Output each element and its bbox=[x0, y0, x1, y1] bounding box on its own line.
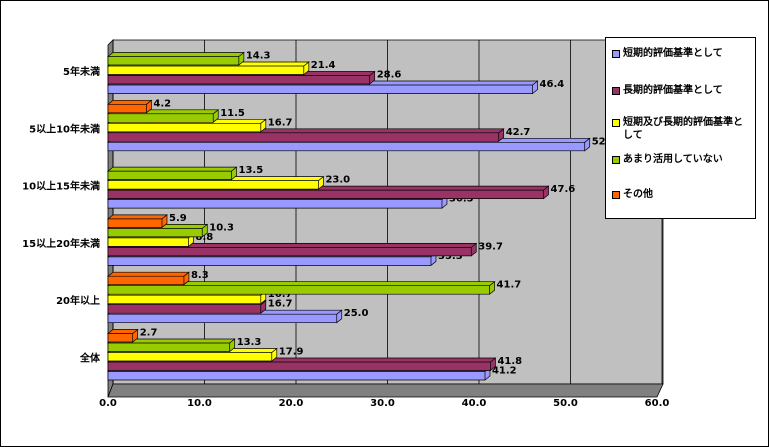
value-label: 8.8 bbox=[196, 232, 214, 243]
legend-item: 長期的評価基準として bbox=[612, 84, 752, 97]
value-label: 14.3 bbox=[246, 51, 271, 62]
x-tick-label: 10.0 bbox=[187, 398, 212, 409]
value-label: 17.9 bbox=[279, 347, 304, 358]
value-label: 52.1 bbox=[592, 136, 617, 147]
value-label: 11.5 bbox=[220, 108, 245, 119]
legend-item: あまり活用していない bbox=[612, 153, 752, 166]
x-tick-label: 20.0 bbox=[279, 398, 304, 409]
legend-swatch bbox=[612, 156, 620, 164]
value-label: 36.5 bbox=[449, 194, 474, 205]
value-label: 46.4 bbox=[540, 79, 565, 90]
legend-swatch bbox=[612, 50, 620, 58]
legend-label: 長期的評価基準として bbox=[623, 85, 723, 96]
value-label: 5.9 bbox=[169, 213, 187, 224]
value-label: 16.7 bbox=[268, 299, 293, 310]
value-label: 35.3 bbox=[438, 251, 463, 262]
x-tick-label: 60.0 bbox=[645, 398, 670, 409]
value-label: 41.7 bbox=[497, 280, 522, 291]
y-tick-label: 15以上20年未満 bbox=[22, 237, 100, 250]
legend-label: 短期的評価基準として bbox=[623, 48, 723, 59]
value-label: 4.2 bbox=[153, 98, 171, 109]
legend-swatch bbox=[612, 191, 620, 199]
value-label: 41.2 bbox=[492, 366, 517, 377]
y-tick-label: 10以上15年未満 bbox=[22, 180, 100, 193]
x-tick-label: 40.0 bbox=[462, 398, 487, 409]
legend-item: その他 bbox=[612, 188, 752, 201]
x-tick-label: 50.0 bbox=[553, 398, 578, 409]
bar bbox=[107, 328, 139, 343]
value-label: 28.6 bbox=[377, 70, 402, 81]
value-label: 8.3 bbox=[191, 270, 209, 281]
value-label: 47.6 bbox=[551, 184, 576, 195]
y-tick-label: 5年未満 bbox=[63, 65, 100, 78]
y-tick-label: 5以上10年未満 bbox=[29, 122, 100, 135]
y-tick-label: 20年以上 bbox=[56, 294, 100, 307]
bar bbox=[107, 51, 245, 66]
value-label: 23.0 bbox=[325, 175, 350, 186]
value-label: 10.3 bbox=[209, 222, 234, 233]
floor bbox=[107, 383, 664, 398]
value-label: 2.7 bbox=[140, 328, 158, 339]
y-tick-label: 全体 bbox=[79, 352, 101, 365]
value-label: 16.7 bbox=[268, 117, 293, 128]
x-tick-label: 0.0 bbox=[99, 398, 117, 409]
legend-item: 短期及び長期的評価基準として bbox=[612, 116, 752, 142]
value-label: 25.0 bbox=[344, 308, 369, 319]
value-label: 41.8 bbox=[497, 356, 522, 367]
bar bbox=[107, 166, 238, 181]
legend-label: 短期及び長期的評価基準として bbox=[623, 117, 743, 141]
x-tick-label: 30.0 bbox=[370, 398, 395, 409]
value-label: 21.4 bbox=[311, 60, 336, 71]
value-label: 13.3 bbox=[237, 337, 262, 348]
legend-swatch bbox=[612, 87, 620, 95]
legend-label: その他 bbox=[623, 189, 653, 200]
legend-item: 短期的評価基準として bbox=[612, 47, 752, 60]
value-label: 13.5 bbox=[239, 165, 264, 176]
value-label: 16.7 bbox=[268, 289, 293, 300]
bar bbox=[107, 242, 478, 257]
bar bbox=[107, 214, 168, 229]
bar bbox=[107, 271, 190, 286]
bar bbox=[107, 99, 153, 114]
legend-label: あまり活用していない bbox=[623, 154, 723, 165]
legend: 短期的評価基準として 長期的評価基準として短期及び長期的評価基準としてあまり活用し… bbox=[605, 37, 756, 219]
value-label: 39.7 bbox=[478, 241, 503, 252]
value-label: 42.7 bbox=[506, 127, 531, 138]
legend-swatch bbox=[612, 119, 620, 127]
